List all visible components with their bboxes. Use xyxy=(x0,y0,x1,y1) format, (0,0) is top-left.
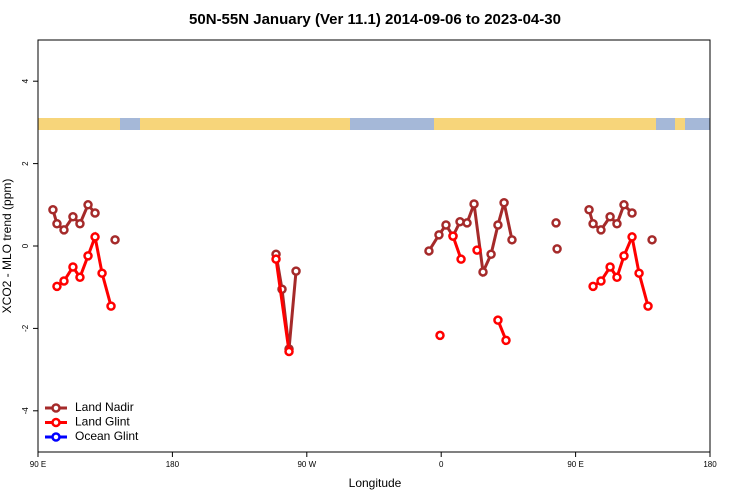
data-point xyxy=(469,199,479,209)
data-point xyxy=(507,235,517,245)
data-point xyxy=(605,211,615,222)
data-point xyxy=(478,267,488,277)
data-point xyxy=(90,208,100,218)
data-point xyxy=(434,230,444,240)
legend-marker xyxy=(51,417,61,428)
data-point xyxy=(472,245,482,255)
data-point xyxy=(552,244,562,254)
data-point xyxy=(486,249,496,259)
land-mask xyxy=(38,118,710,130)
data-point xyxy=(52,281,62,292)
data-point xyxy=(97,268,107,278)
data-point xyxy=(68,211,78,222)
data-point xyxy=(605,262,615,272)
x-tick-label: 180 xyxy=(166,460,180,469)
data-point xyxy=(75,272,85,283)
data-point xyxy=(48,204,58,215)
y-tick-label: -4 xyxy=(21,407,30,415)
data-point xyxy=(52,219,62,229)
data-point xyxy=(75,219,85,229)
data-point xyxy=(90,232,100,242)
y-tick-label: -2 xyxy=(21,324,30,332)
y-tick-label: 0 xyxy=(21,243,30,248)
data-point xyxy=(456,254,466,264)
data-point xyxy=(493,220,503,230)
series-line xyxy=(274,258,291,352)
data-point xyxy=(596,225,606,235)
data-point xyxy=(619,251,629,261)
data-point xyxy=(588,219,598,229)
x-tick-label: 90 W xyxy=(297,460,316,469)
x-tick-label: 0 xyxy=(439,460,444,469)
x-tick-label: 180 xyxy=(703,460,717,469)
data-point xyxy=(612,219,622,229)
data-point xyxy=(110,235,120,245)
legend-label: Land Glint xyxy=(75,415,130,429)
legend-marker xyxy=(51,403,61,413)
legend-marker xyxy=(51,432,61,442)
land-strip xyxy=(434,118,656,130)
data-point xyxy=(291,266,301,276)
legend-label: Ocean Glint xyxy=(75,429,139,443)
data-point xyxy=(68,262,78,272)
chart-title: 50N-55N January (Ver 11.1) 2014-09-06 to… xyxy=(189,11,561,28)
data-point xyxy=(643,301,653,311)
data-point xyxy=(493,315,503,325)
land-strip xyxy=(140,118,350,130)
data-point xyxy=(627,232,637,242)
data-point xyxy=(448,231,458,241)
data-point xyxy=(284,346,294,357)
data-point xyxy=(499,197,509,208)
x-tick-label: 90 E xyxy=(567,460,583,469)
y-tick-label: 4 xyxy=(21,78,30,83)
data-point xyxy=(59,276,69,286)
data-point xyxy=(551,218,561,228)
y-axis-label: XCO2 - MLO trend (ppm) xyxy=(0,179,14,314)
data-point xyxy=(106,301,116,311)
data-point xyxy=(462,218,472,228)
data-point xyxy=(634,268,644,278)
land-strip xyxy=(38,118,120,130)
data-point xyxy=(271,254,281,264)
data-point xyxy=(424,246,434,256)
data-point xyxy=(501,335,511,346)
plot-frame xyxy=(37,39,711,453)
x-axis-label: Longitude xyxy=(349,476,402,490)
data-point xyxy=(596,276,606,286)
data-point xyxy=(627,208,637,218)
data-point xyxy=(83,251,93,261)
legend-label: Land Nadir xyxy=(75,400,134,414)
data-point xyxy=(435,330,445,341)
data-point xyxy=(59,225,69,235)
data-point xyxy=(619,200,629,210)
data-point xyxy=(612,272,622,283)
data-point xyxy=(441,220,451,230)
y-tick-label: 2 xyxy=(21,161,30,166)
x-tick-label: 90 E xyxy=(30,460,46,469)
land-strip xyxy=(675,118,685,130)
data-point xyxy=(584,204,594,215)
data-point xyxy=(647,235,657,245)
data-point xyxy=(588,281,598,292)
data-point xyxy=(83,200,93,210)
